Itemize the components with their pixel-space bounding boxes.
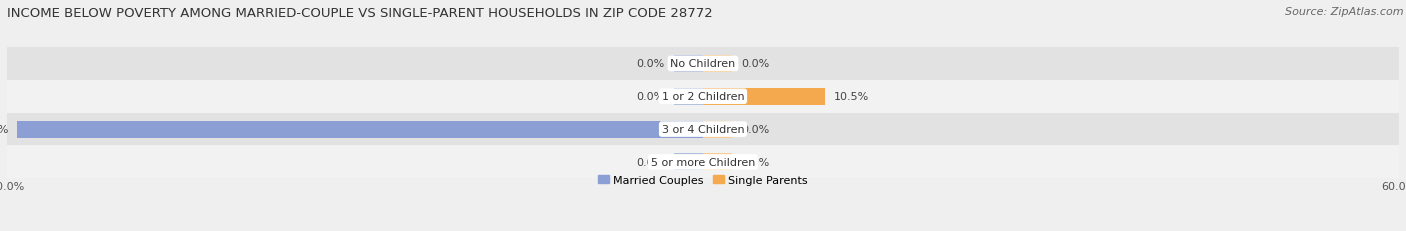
Text: INCOME BELOW POVERTY AMONG MARRIED-COUPLE VS SINGLE-PARENT HOUSEHOLDS IN ZIP COD: INCOME BELOW POVERTY AMONG MARRIED-COUPL…: [7, 7, 713, 20]
Text: Source: ZipAtlas.com: Source: ZipAtlas.com: [1285, 7, 1403, 17]
Text: 3 or 4 Children: 3 or 4 Children: [662, 125, 744, 134]
Bar: [17, 121, 703, 138]
Text: 0.0%: 0.0%: [741, 157, 769, 167]
Bar: [703, 56, 733, 73]
Bar: [703, 121, 733, 138]
Text: 1 or 2 Children: 1 or 2 Children: [662, 92, 744, 102]
Bar: [673, 154, 703, 171]
Text: 0.0%: 0.0%: [741, 59, 769, 69]
Legend: Married Couples, Single Parents: Married Couples, Single Parents: [598, 175, 808, 185]
Text: 0.0%: 0.0%: [637, 59, 665, 69]
Bar: [673, 56, 703, 73]
Text: 0.0%: 0.0%: [637, 157, 665, 167]
Text: No Children: No Children: [671, 59, 735, 69]
Bar: [7, 81, 1399, 113]
Bar: [7, 113, 1399, 146]
Text: 0.0%: 0.0%: [637, 92, 665, 102]
Text: 59.1%: 59.1%: [0, 125, 8, 134]
Bar: [673, 88, 703, 105]
Bar: [703, 88, 825, 105]
Bar: [7, 146, 1399, 179]
Bar: [7, 48, 1399, 81]
Text: 5 or more Children: 5 or more Children: [651, 157, 755, 167]
Bar: [703, 154, 733, 171]
Text: 0.0%: 0.0%: [741, 125, 769, 134]
Text: 10.5%: 10.5%: [834, 92, 869, 102]
